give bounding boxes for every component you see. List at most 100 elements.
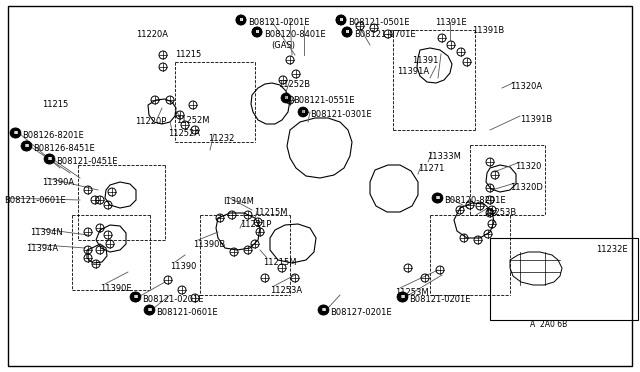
Text: B: B	[400, 295, 404, 299]
Circle shape	[236, 15, 246, 25]
Text: B: B	[239, 18, 243, 22]
Text: 11390E: 11390E	[100, 284, 132, 293]
Text: B: B	[24, 144, 28, 148]
Text: 11394A: 11394A	[26, 244, 58, 253]
Circle shape	[145, 305, 155, 315]
Circle shape	[318, 305, 328, 315]
Text: B08120-8401E: B08120-8401E	[264, 30, 326, 39]
Text: 11215: 11215	[42, 100, 68, 109]
Circle shape	[44, 154, 54, 164]
Text: 11252M: 11252M	[176, 116, 209, 125]
Circle shape	[397, 292, 407, 302]
Text: B: B	[284, 96, 288, 100]
Circle shape	[298, 107, 308, 117]
Circle shape	[398, 292, 408, 302]
Text: B08121-0201E: B08121-0201E	[409, 295, 470, 304]
Text: 11215: 11215	[175, 50, 201, 59]
Text: 11220P: 11220P	[135, 117, 166, 126]
Text: B: B	[148, 308, 152, 312]
Text: 11232E: 11232E	[596, 245, 628, 254]
Text: 11320: 11320	[515, 162, 541, 171]
Text: B08121-0501E: B08121-0501E	[348, 18, 410, 27]
Circle shape	[130, 292, 140, 302]
Text: B08121-0201E: B08121-0201E	[142, 295, 204, 304]
Circle shape	[252, 27, 262, 37]
Text: B: B	[301, 110, 305, 114]
Text: 11320A: 11320A	[510, 82, 542, 91]
Circle shape	[281, 93, 291, 103]
Text: B: B	[435, 196, 438, 200]
Text: B: B	[14, 131, 18, 135]
Text: 11391A: 11391A	[397, 67, 429, 76]
Text: B: B	[47, 157, 51, 161]
Text: B08121-0551E: B08121-0551E	[293, 96, 355, 105]
Circle shape	[21, 141, 31, 151]
Text: 11253B: 11253B	[484, 208, 516, 217]
Text: B: B	[239, 18, 243, 22]
Circle shape	[342, 27, 352, 37]
Text: 11221P: 11221P	[240, 220, 271, 229]
Text: 11333M: 11333M	[427, 152, 461, 161]
Text: B08121-0601E: B08121-0601E	[156, 308, 218, 317]
Text: 11390B: 11390B	[193, 240, 225, 249]
Circle shape	[336, 15, 346, 25]
Text: B08121-0601E: B08121-0601E	[4, 196, 66, 205]
Text: B08121-0451E: B08121-0451E	[56, 157, 118, 166]
Circle shape	[319, 305, 329, 315]
Text: B: B	[147, 308, 150, 312]
Circle shape	[252, 27, 262, 37]
Text: (GAS): (GAS)	[271, 41, 295, 50]
Text: B: B	[321, 308, 324, 312]
Text: B08126-8201E: B08126-8201E	[22, 131, 84, 140]
Text: 11253A: 11253A	[270, 286, 302, 295]
Text: B: B	[26, 144, 29, 148]
Text: B: B	[346, 30, 349, 34]
Text: B: B	[346, 30, 349, 34]
Bar	[490, 238, 638, 320]
Text: 11215M: 11215M	[254, 208, 287, 217]
Text: 11391E: 11391E	[435, 18, 467, 27]
Circle shape	[432, 193, 442, 203]
Text: 11320D: 11320D	[510, 183, 543, 192]
Text: 11391: 11391	[412, 56, 438, 65]
Text: 11215M: 11215M	[263, 258, 296, 267]
Text: 11390: 11390	[170, 262, 196, 271]
Circle shape	[342, 27, 352, 37]
Text: B: B	[134, 295, 138, 299]
Circle shape	[433, 193, 443, 203]
Text: 11253M: 11253M	[395, 288, 429, 297]
Text: B08121-0201E: B08121-0201E	[248, 18, 310, 27]
Text: 11220A: 11220A	[136, 30, 168, 39]
Text: B08127-0201E: B08127-0201E	[330, 308, 392, 317]
Text: 11391B: 11391B	[520, 115, 552, 124]
Text: B: B	[401, 295, 404, 299]
Circle shape	[131, 292, 141, 302]
Circle shape	[336, 15, 346, 25]
Circle shape	[144, 305, 154, 315]
Text: B: B	[323, 308, 326, 312]
Circle shape	[11, 128, 21, 138]
Text: B: B	[48, 157, 52, 161]
Text: B: B	[133, 295, 137, 299]
Text: 11232: 11232	[208, 134, 234, 143]
Text: B: B	[13, 131, 17, 135]
Text: B: B	[436, 196, 440, 200]
Text: B08120-8201E: B08120-8201E	[444, 196, 506, 205]
Text: 11252A: 11252A	[168, 129, 200, 138]
Text: 11394N: 11394N	[30, 228, 63, 237]
Text: A  2A0 6B: A 2A0 6B	[530, 320, 567, 329]
Text: B08121-0701E: B08121-0701E	[354, 30, 415, 39]
Text: B08126-8451E: B08126-8451E	[33, 144, 95, 153]
Circle shape	[10, 128, 20, 138]
Text: 11271: 11271	[418, 164, 444, 173]
Text: B: B	[255, 30, 259, 34]
Text: B: B	[339, 18, 342, 22]
Text: 11391B: 11391B	[472, 26, 504, 35]
Text: B: B	[255, 30, 259, 34]
Circle shape	[236, 15, 246, 25]
Text: B: B	[339, 18, 342, 22]
Text: B08121-0301E: B08121-0301E	[310, 110, 372, 119]
Circle shape	[45, 154, 55, 164]
Text: 11390A: 11390A	[42, 178, 74, 187]
Circle shape	[22, 141, 32, 151]
